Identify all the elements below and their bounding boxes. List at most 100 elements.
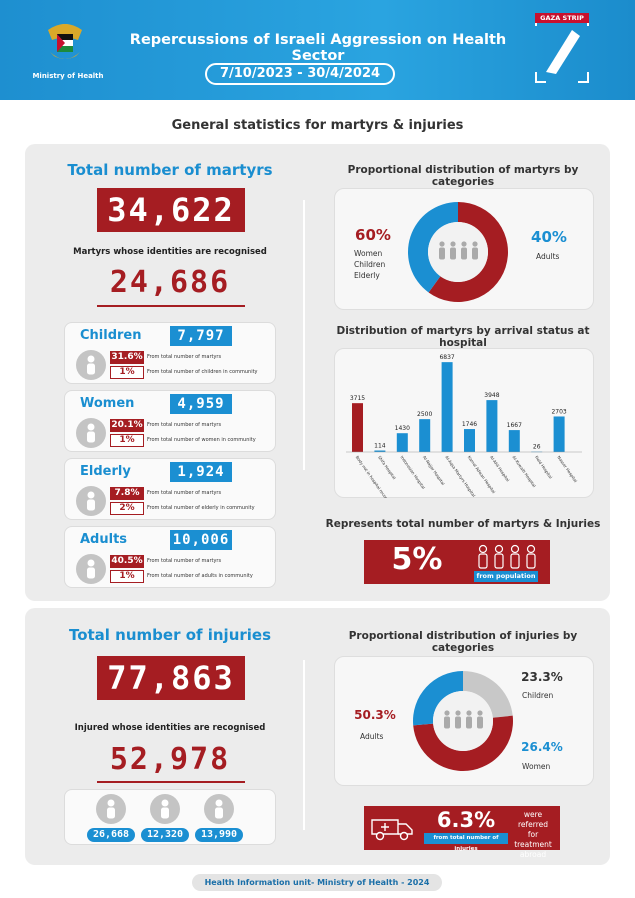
women-pct: 26.4%	[521, 740, 563, 754]
injury-group-person-icon	[150, 794, 180, 824]
injuries-recognised-value: 52,978	[109, 742, 231, 777]
abroad-text-line3: abroad	[519, 850, 547, 859]
bar-value-label: 1667	[507, 422, 522, 429]
injury-group-person-icon	[204, 794, 234, 824]
date-range: 7/10/2023 - 30/4/2024	[205, 63, 395, 85]
category-pct-total-label: From total number of martyrs	[147, 354, 222, 360]
hospital-chart-title: Distribution of martyrs by arrival statu…	[336, 325, 590, 349]
donut-center	[433, 691, 493, 751]
donut-center	[428, 222, 488, 282]
martyrs-total-value: 34,622	[97, 188, 245, 232]
injury-group-value: 26,668	[87, 828, 135, 842]
children-pct: 23.3%	[521, 670, 563, 684]
prop-left-label-elderly: Elderly	[354, 271, 380, 280]
bar-category-label: Nasser Hospital	[556, 455, 578, 484]
martyrs-pie-chart	[408, 202, 508, 302]
person-icon	[461, 241, 467, 260]
bar-category-label: Al-Najjar Hospital	[422, 455, 446, 486]
category-person-icon	[76, 554, 106, 584]
category-person-icon	[76, 418, 106, 448]
women-label: Women	[522, 762, 551, 771]
bar	[464, 429, 475, 452]
category-pct-community-label: From total number of women in community	[147, 437, 256, 443]
bar-category-label: Field Hospital	[534, 455, 553, 480]
prop-left-label-women: Women	[354, 249, 383, 258]
category-pct-community-label: From total number of elderly in communit…	[147, 505, 255, 511]
bar-value-label: 6837	[439, 354, 454, 361]
category-pct-total: 31.6%	[110, 351, 144, 364]
abroad-sub-label: from total number of injuries	[424, 833, 508, 852]
category-pct-community: 2%	[110, 502, 144, 515]
category-pct-community-label: From total number of adults in community	[147, 573, 253, 579]
bar	[352, 403, 363, 452]
prop-left-pct: 60%	[355, 226, 391, 244]
injuries-pie-chart	[413, 671, 513, 771]
bar	[553, 416, 565, 452]
recognised-underline	[97, 305, 245, 307]
bar-category-label: Al-Ahli Hospital	[489, 455, 510, 483]
section-subtitle: General statistics for martyrs & injurie…	[171, 118, 464, 133]
category-value: 1,924	[170, 462, 232, 482]
population-people-icon	[478, 544, 536, 569]
category-pct-community: 1%	[110, 434, 144, 447]
injury-group-value: 13,990	[195, 828, 243, 842]
pie-slice	[413, 671, 463, 726]
prop-right-label: Adults	[536, 252, 560, 261]
martyrs-recognised-value: 24,686	[109, 265, 231, 300]
person-icon	[466, 710, 472, 729]
category-value: 7,797	[170, 326, 232, 346]
bar-value-label: 26	[533, 444, 541, 451]
ambulance-icon	[371, 819, 413, 841]
bar-value-label: 114	[374, 443, 386, 450]
pie-slice	[408, 202, 458, 293]
category-value: 4,959	[170, 394, 232, 414]
bar-value-label: 3715	[350, 395, 365, 402]
category-name: Elderly	[80, 464, 131, 479]
prop-left-label-children: Children	[354, 260, 386, 269]
gaza-strip-label: GAZA STRIP	[535, 13, 589, 23]
bar-value-label: 3948	[484, 392, 499, 399]
panel-divider	[303, 200, 305, 470]
martyrs-recognised-label: Martyrs whose identities are recognised	[73, 247, 267, 257]
category-pct-total-label: From total number of martyrs	[147, 558, 222, 564]
person-icon	[450, 241, 456, 260]
injury-group-person-icon	[96, 794, 126, 824]
page-title: Repercussions of Israeli Aggression on H…	[129, 32, 507, 64]
bar	[396, 433, 408, 452]
category-name: Children	[80, 328, 142, 343]
bar	[486, 400, 498, 452]
abroad-text: were referred for treatment abroad	[508, 810, 558, 860]
category-name: Adults	[80, 532, 128, 547]
category-name: Women	[80, 396, 135, 411]
injury-group-value: 12,320	[141, 828, 189, 842]
abroad-text-line1: were referred	[517, 810, 549, 829]
prop-right-pct: 40%	[531, 228, 567, 246]
bar-value-label: 1746	[462, 421, 477, 428]
category-pct-total: 20.1%	[110, 419, 144, 432]
pie-slice	[428, 202, 508, 302]
bar-category-label: Indonesian Hospital	[399, 455, 426, 490]
category-pct-total-label: From total number of martyrs	[147, 490, 222, 496]
category-pct-total-label: From total number of martyrs	[147, 422, 222, 428]
bar	[374, 450, 386, 452]
bar-value-label: 2703	[551, 408, 566, 415]
category-person-icon	[76, 486, 106, 516]
person-icon	[455, 710, 461, 729]
person-icon	[477, 710, 483, 729]
prop-left-labels: Women Children Elderly	[354, 248, 404, 281]
bar	[508, 430, 520, 452]
injuries-recognised-label: Injured whose identities are recognised	[74, 723, 266, 733]
hospital-chart-card	[334, 348, 594, 498]
bar-value-label: 1430	[395, 425, 410, 432]
from-population-label: from population	[474, 571, 538, 582]
injuries-total-value: 77,863	[97, 656, 245, 700]
footer-label: Health Information unit- Ministry of Hea…	[192, 874, 442, 891]
martyrs-total-title: Total number of martyrs	[67, 161, 273, 179]
total-pct-value: 5%	[391, 542, 443, 577]
category-person-icon	[76, 350, 106, 380]
person-icon	[439, 241, 445, 260]
abroad-pct: 6.3%	[436, 808, 496, 832]
bar-category-label: Shifa Hospital	[377, 455, 397, 481]
pie-slice	[463, 671, 513, 718]
